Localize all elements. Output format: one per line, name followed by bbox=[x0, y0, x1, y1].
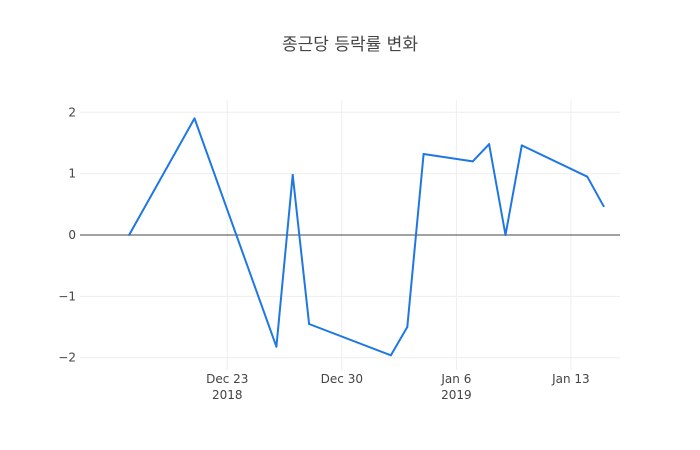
y-tick-label: 1 bbox=[68, 167, 76, 181]
data-point bbox=[406, 326, 409, 329]
x-tick-year-label: 2018 bbox=[212, 388, 243, 402]
x-tick-label: Jan 6 bbox=[440, 372, 471, 386]
gridlines bbox=[80, 100, 620, 370]
data-point bbox=[128, 234, 131, 236]
y-tick-label: 2 bbox=[68, 105, 76, 119]
data-point bbox=[520, 144, 523, 147]
data-point bbox=[586, 175, 589, 178]
y-tick-label: −1 bbox=[58, 289, 76, 303]
data-point bbox=[602, 205, 605, 208]
data-point bbox=[275, 345, 278, 348]
chart-title: 종근당 등락률 변화 bbox=[282, 35, 418, 55]
x-tick-label: Dec 23 bbox=[206, 372, 248, 386]
data-point bbox=[422, 153, 425, 155]
series-line bbox=[128, 117, 605, 357]
x-tick-label: Dec 30 bbox=[321, 372, 363, 386]
y-tick-label: −2 bbox=[58, 351, 76, 365]
x-tick-label: Jan 13 bbox=[551, 372, 590, 386]
x-tick-year-label: 2019 bbox=[441, 388, 472, 402]
data-point bbox=[389, 354, 392, 357]
data-point bbox=[504, 234, 507, 236]
series-layer bbox=[128, 117, 605, 357]
data-point bbox=[193, 117, 196, 120]
y-tick-label: 0 bbox=[68, 228, 76, 242]
data-point bbox=[308, 322, 311, 325]
axes: Dec 23 2018 Dec 30 Jan 6 2019 Jan 13 2 1 0 −1 −2 bbox=[58, 105, 589, 402]
data-point bbox=[488, 143, 491, 146]
data-point bbox=[471, 160, 474, 163]
data-point bbox=[291, 173, 294, 176]
